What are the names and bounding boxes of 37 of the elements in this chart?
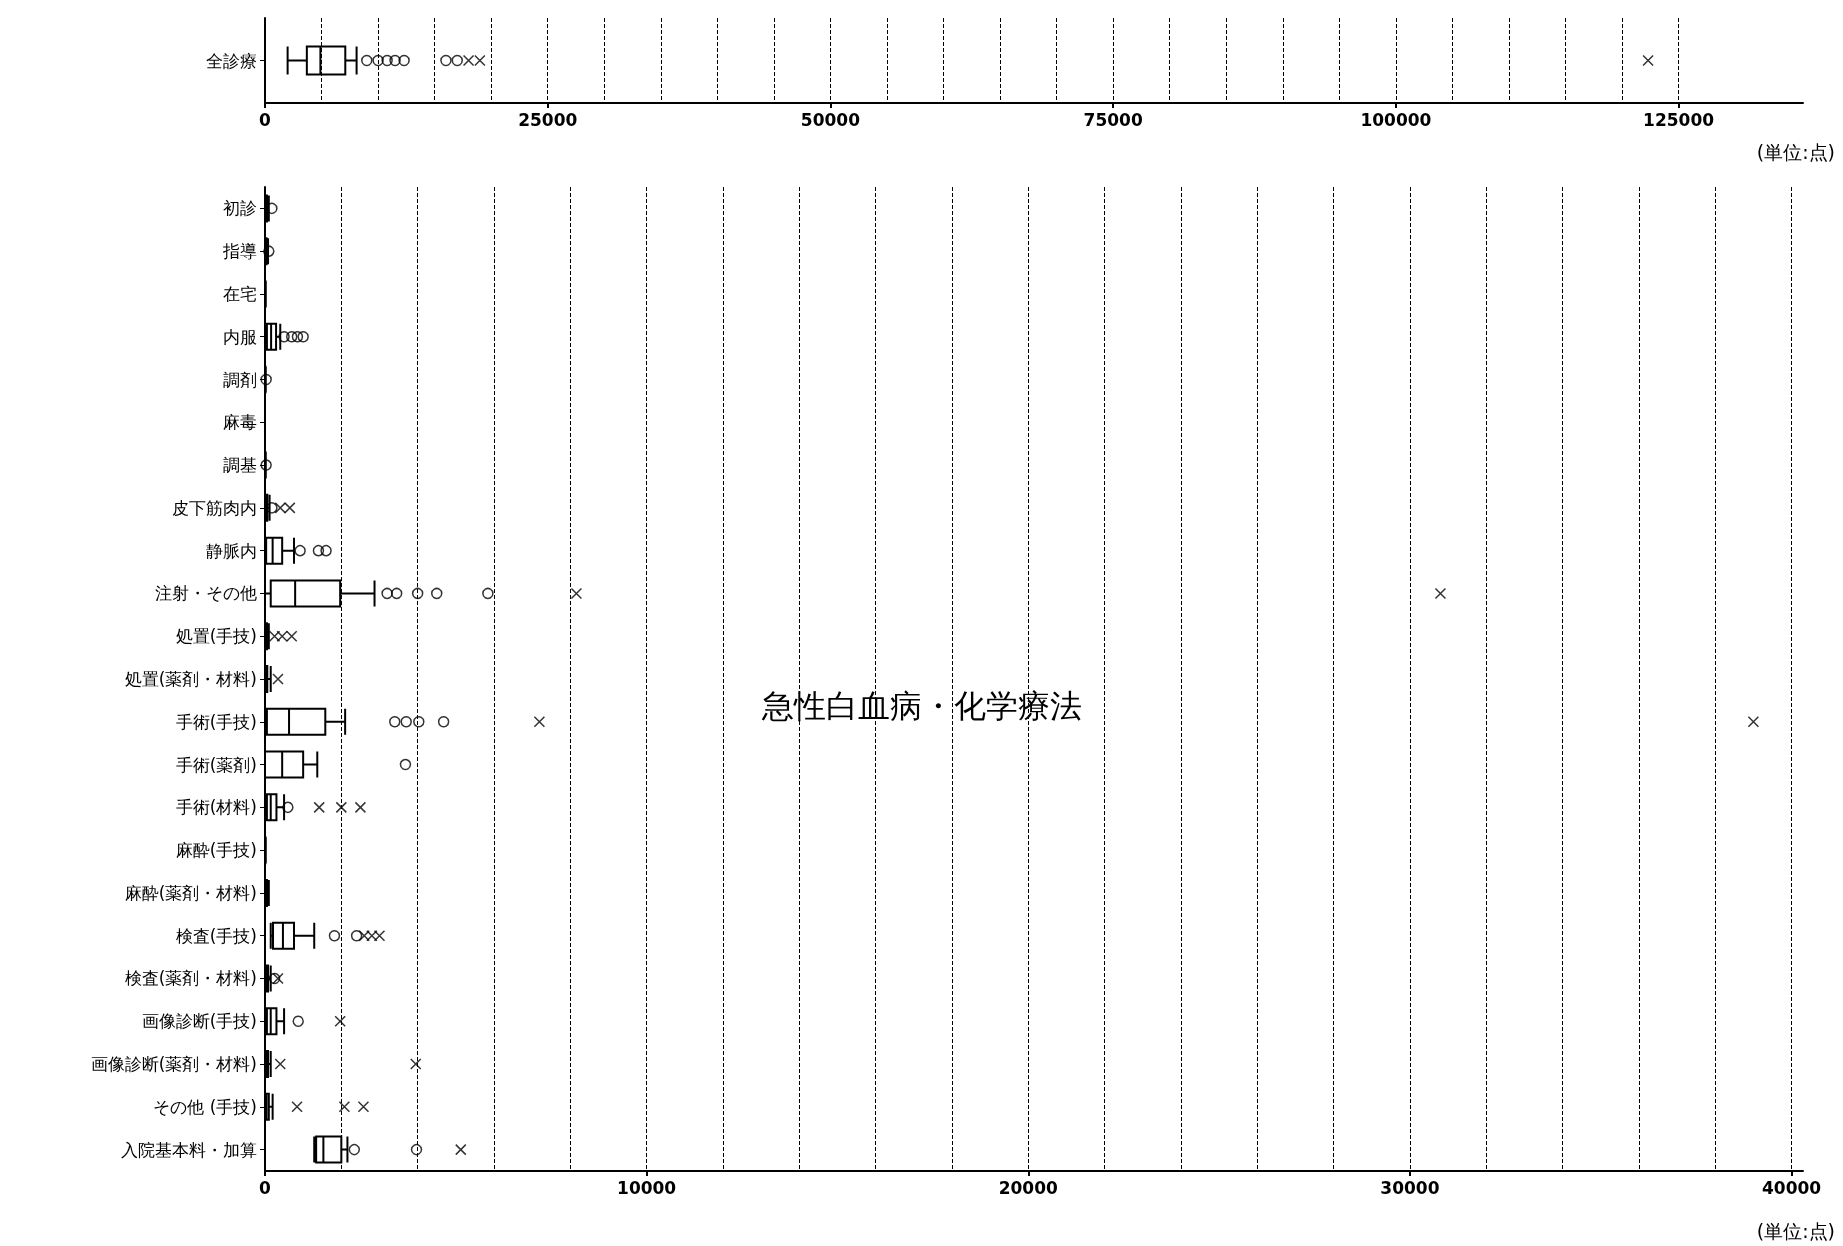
y-tick-label: 手術(薬剤): [175, 754, 257, 775]
y-tick-label: 手術(材料): [175, 797, 257, 818]
x-axis-title: (単位:点): [1756, 140, 1836, 163]
y-tick-label: 麻酔(手技): [175, 840, 257, 861]
y-tick-label: 注射・その他: [155, 583, 257, 604]
x-tick-label: 25000: [518, 109, 578, 130]
y-tick-label: 入院基本料・加算: [121, 1139, 257, 1160]
x-tick-label: 0: [259, 109, 272, 130]
x-tick-label: 50000: [800, 109, 861, 130]
y-tick-label: 手術(手技): [175, 711, 257, 732]
y-tick-label: 在宅: [223, 283, 257, 304]
x-tick-label: 40000: [1761, 1177, 1822, 1198]
x-tick-label: 75000: [1083, 109, 1143, 130]
y-tick-label: 指導: [222, 241, 257, 262]
y-tick-label: 調基: [223, 455, 257, 476]
x-tick-label: 0: [259, 1177, 272, 1198]
y-tick-label: 静脈内: [206, 540, 257, 561]
y-tick-label: 麻毒: [223, 412, 257, 433]
x-tick-label: 100000: [1360, 109, 1432, 130]
x-tick-label: 125000: [1643, 109, 1715, 130]
y-tick-label: 全診療: [206, 50, 257, 71]
x-tick-label: 20000: [998, 1177, 1059, 1198]
x-tick-label: 10000: [617, 1177, 677, 1198]
y-tick-label: 画像診断(手技): [141, 1011, 257, 1032]
y-tick-label: 処置(薬剤・材料): [124, 669, 257, 689]
y-tick-label: 調剤: [223, 369, 257, 390]
x-tick-label: 30000: [1380, 1177, 1440, 1198]
y-tick-label: 処置(手技): [175, 626, 257, 647]
y-tick-label: 皮下筋肉内: [172, 497, 257, 518]
y-tick-label: 内服: [223, 326, 257, 347]
y-tick-label: 検査(薬剤・材料): [124, 968, 257, 989]
x-axis-title: (単位:点): [1756, 1219, 1836, 1242]
y-tick-label: その他 (手技): [153, 1096, 257, 1117]
y-tick-label: 画像診断(薬剤・材料): [90, 1054, 257, 1075]
y-tick-label: 初診: [223, 198, 257, 219]
y-tick-label: 麻酔(薬剤・材料): [124, 882, 257, 903]
y-tick-label: 検査(手技): [175, 925, 257, 946]
